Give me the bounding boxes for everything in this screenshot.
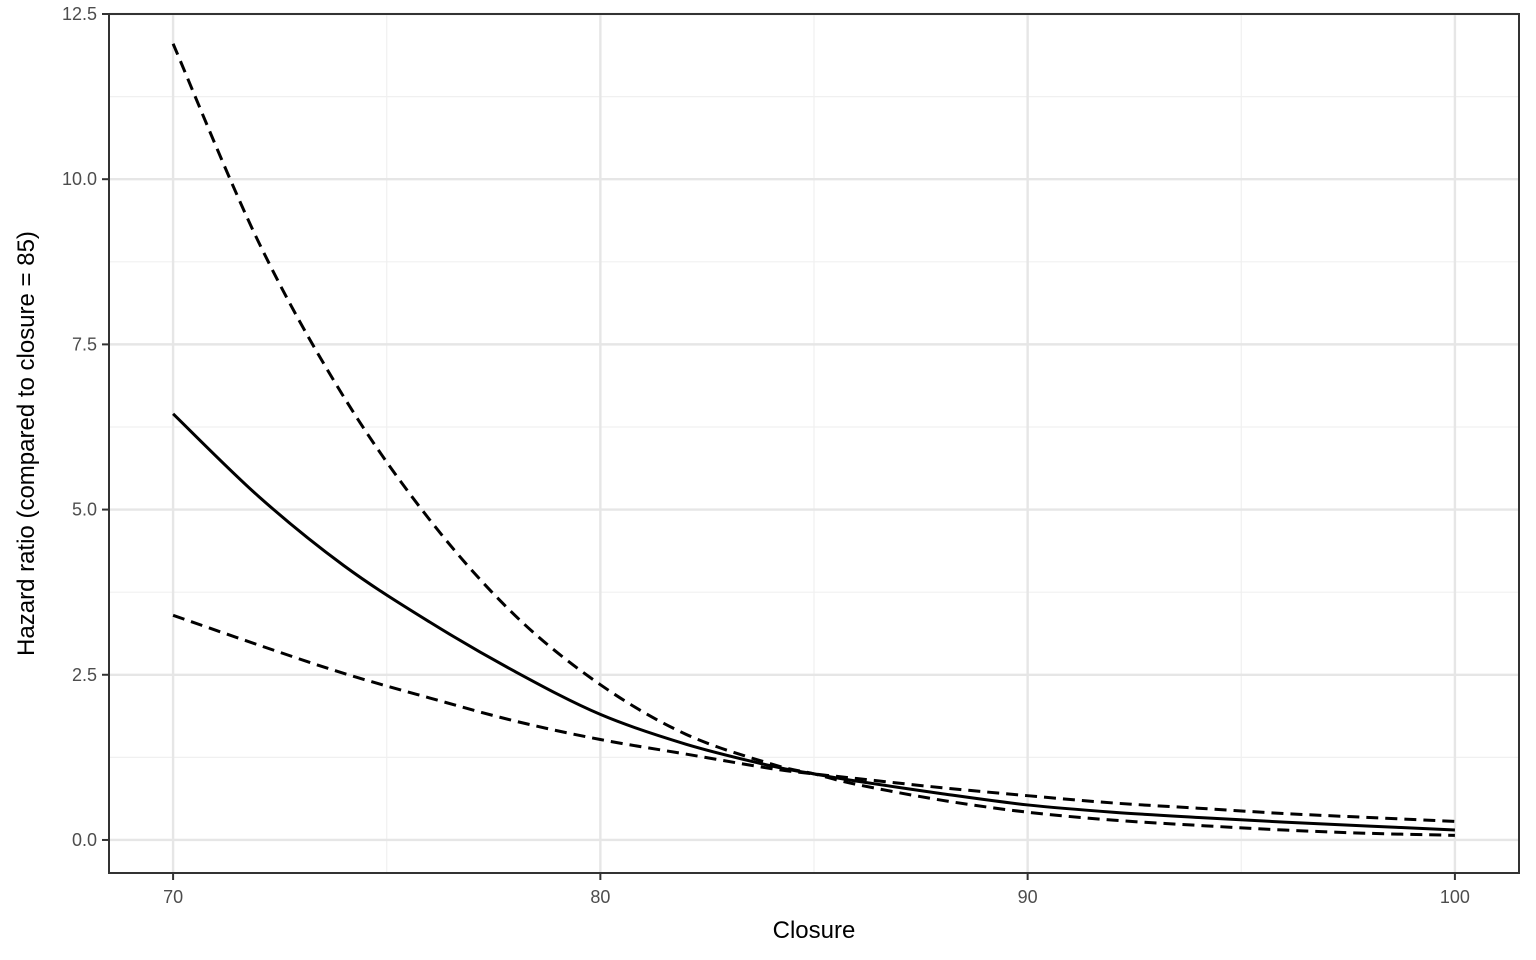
x-tick-label: 80 bbox=[590, 887, 610, 907]
dashed-series-line-2 bbox=[172, 613, 1455, 823]
x-tick-label: 100 bbox=[1440, 887, 1470, 907]
y-axis-ticks: 0.0 2.5 5.0 7.5 10.0 12.5 bbox=[62, 4, 109, 850]
series-lines bbox=[171, 43, 1455, 837]
x-axis-ticks: 70 80 90 100 bbox=[163, 873, 1470, 907]
panel-border bbox=[108, 13, 1520, 874]
dashed-series-line-1 bbox=[171, 43, 1455, 837]
minor-gridlines bbox=[109, 14, 1519, 873]
x-axis-title: Closure bbox=[773, 917, 856, 944]
y-tick-label: 5.0 bbox=[72, 500, 97, 520]
y-axis-title: Hazard ratio (compared to closure = 85) bbox=[13, 231, 40, 656]
x-tick-label: 90 bbox=[1018, 887, 1038, 907]
y-tick-label: 7.5 bbox=[72, 334, 97, 354]
y-tick-label: 12.5 bbox=[62, 4, 97, 24]
y-tick-label: 10.0 bbox=[62, 169, 97, 189]
y-tick-label: 0.0 bbox=[72, 830, 97, 850]
y-tick-label: 2.5 bbox=[72, 665, 97, 685]
x-tick-label: 70 bbox=[163, 887, 183, 907]
